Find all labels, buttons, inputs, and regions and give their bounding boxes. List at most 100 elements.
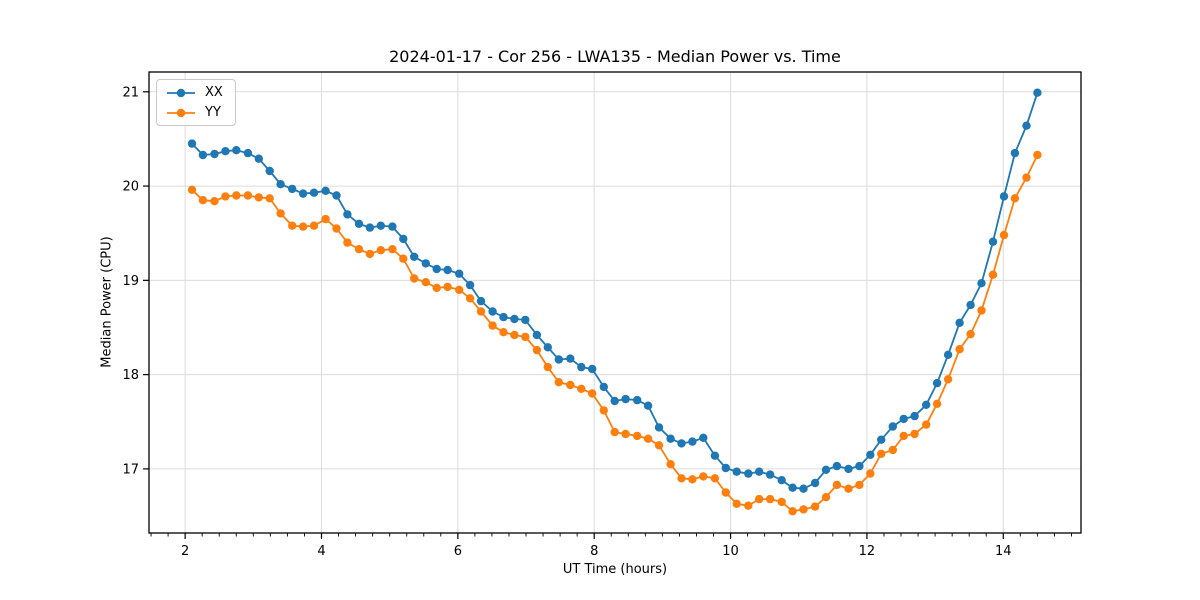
x-tick-label: 8 — [590, 544, 598, 559]
data-point — [1022, 121, 1031, 130]
data-point — [455, 269, 464, 278]
series-xx — [187, 88, 1042, 493]
legend-item-xx: XX — [166, 86, 223, 99]
data-point — [666, 434, 675, 443]
legend: XX YY — [156, 79, 236, 126]
data-point — [721, 488, 730, 497]
data-point — [321, 186, 330, 195]
data-point — [421, 259, 430, 268]
data-point — [844, 464, 853, 474]
data-point — [710, 474, 720, 483]
legend-line-marker-icon — [167, 108, 195, 117]
series-line — [191, 154, 1039, 513]
data-point — [977, 279, 986, 288]
data-point — [999, 230, 1009, 240]
data-point — [832, 480, 842, 490]
data-point — [621, 429, 630, 439]
data-point — [343, 210, 352, 219]
data-point — [488, 321, 497, 330]
data-point — [1010, 194, 1020, 203]
data-point — [621, 394, 630, 404]
data-point — [376, 246, 385, 255]
data-point — [554, 355, 563, 364]
data-point — [777, 497, 786, 507]
data-point — [276, 180, 285, 189]
x-tick-label: 6 — [454, 544, 462, 559]
gridlines — [149, 72, 1081, 533]
data-point — [388, 245, 397, 254]
data-point — [1022, 173, 1031, 182]
data-point — [943, 350, 953, 359]
data-point — [232, 191, 241, 200]
data-point — [932, 378, 942, 388]
data-point — [443, 265, 452, 275]
data-point — [599, 406, 608, 415]
x-tick-label: 14 — [995, 544, 1012, 559]
y-tick-label: 21 — [122, 85, 139, 100]
x-tick-label: 10 — [722, 544, 739, 559]
data-point — [566, 354, 575, 363]
data-point — [443, 282, 452, 292]
data-point — [399, 234, 408, 244]
data-point — [365, 249, 375, 259]
data-point — [988, 270, 998, 279]
data-point — [888, 445, 897, 455]
data-point — [821, 465, 831, 474]
data-point — [788, 483, 797, 492]
data-point — [666, 460, 675, 469]
data-point — [977, 306, 986, 315]
data-point — [465, 280, 475, 290]
data-point — [221, 192, 230, 201]
y-tick-label: 20 — [122, 180, 139, 195]
data-point — [476, 307, 486, 316]
data-point — [899, 414, 908, 424]
data-point — [643, 401, 653, 410]
data-point — [254, 154, 263, 163]
y-tick-label: 17 — [122, 462, 139, 477]
data-point — [499, 328, 508, 337]
data-point — [855, 480, 864, 490]
data-point — [654, 423, 664, 432]
data-point — [1010, 148, 1020, 158]
x-tick-label: 12 — [859, 544, 876, 559]
data-point — [732, 467, 741, 476]
data-point — [309, 221, 319, 230]
data-point — [643, 434, 653, 443]
x-tick-label: 4 — [317, 544, 325, 559]
data-point — [844, 484, 853, 493]
data-point — [198, 150, 208, 160]
data-point — [243, 148, 253, 158]
data-point — [187, 185, 197, 194]
data-point — [388, 222, 397, 231]
x-axis: 2 4 6 8 10 12 14 — [181, 533, 1012, 559]
data-point — [198, 196, 208, 205]
data-point — [521, 315, 530, 325]
data-point — [699, 472, 708, 481]
series-yy — [187, 150, 1042, 516]
data-point — [288, 221, 297, 230]
data-point — [521, 332, 530, 342]
x-tick-label: 2 — [181, 544, 189, 559]
data-point — [298, 222, 308, 231]
legend-label-yy: YY — [205, 105, 221, 120]
data-point — [688, 475, 697, 484]
data-point — [588, 389, 597, 398]
data-point — [633, 431, 642, 441]
data-point — [599, 382, 608, 392]
data-point — [610, 427, 619, 437]
data-point — [744, 469, 753, 478]
data-point — [732, 499, 741, 508]
data-point — [910, 429, 919, 439]
data-point — [765, 470, 775, 479]
data-point — [476, 296, 486, 306]
y-tick-label: 19 — [122, 274, 139, 289]
data-point — [955, 345, 964, 354]
data-point — [432, 283, 441, 293]
data-point — [866, 469, 875, 478]
data-point — [566, 380, 575, 390]
data-point — [532, 345, 542, 355]
chart-title: 2024-01-17 - Cor 256 - LWA135 - Median P… — [389, 47, 841, 66]
data-point — [955, 318, 964, 327]
data-point — [654, 441, 664, 450]
data-point — [799, 505, 808, 514]
